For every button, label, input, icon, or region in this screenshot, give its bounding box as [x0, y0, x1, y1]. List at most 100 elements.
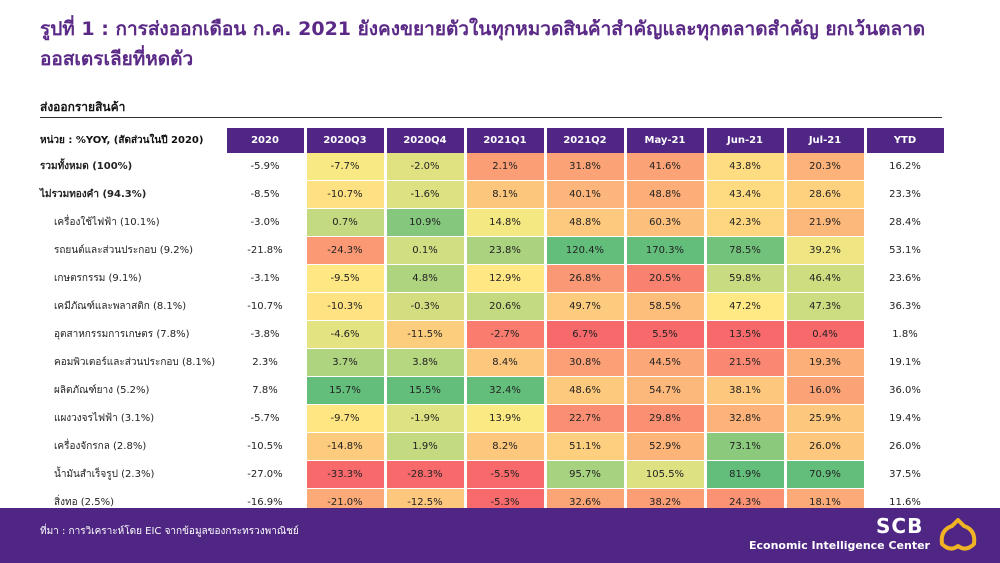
data-cell: 7.8% [225, 376, 307, 405]
data-cell: 41.6% [625, 153, 707, 181]
data-cell: 60.3% [625, 208, 707, 237]
data-cell: -9.7% [305, 404, 387, 433]
data-cell: -1.9% [385, 404, 467, 433]
footer-bar: ที่มา : การวิเคราะห์โดย EIC จากข้อมูลของ… [0, 508, 1000, 563]
data-cell: -3.0% [225, 208, 307, 237]
table-row: รวมทั้งหมด (100%) -5.9% -7.7% -2.0% 2.1% 31.8… [40, 153, 947, 181]
data-cell: 53.1% [865, 236, 947, 265]
table-row: แผงวงจรไฟฟ้า (3.1%) -5.7% -9.7% -1.9% 13.9% 2… [40, 404, 947, 433]
column-header: 2021Q1 [465, 128, 547, 153]
data-cell: -0.3% [385, 292, 467, 321]
data-cell: 59.8% [705, 264, 787, 293]
data-cell: 48.8% [545, 208, 627, 237]
row-label: รวมทั้งหมด (100%) [40, 153, 227, 181]
data-cell: 2.1% [465, 153, 547, 181]
data-cell: 54.7% [625, 376, 707, 405]
data-cell: 73.1% [705, 432, 787, 461]
data-cell: -5.7% [225, 404, 307, 433]
data-cell: 0.4% [785, 320, 867, 349]
data-cell: -11.5% [385, 320, 467, 349]
row-label: เครื่องใช้ไฟฟ้า (10.1%) [40, 208, 227, 237]
column-header: 2021Q2 [545, 128, 627, 153]
data-cell: 120.4% [545, 236, 627, 265]
data-cell: 19.3% [785, 348, 867, 377]
table-row: ผลิตภัณฑ์ยาง (5.2%) 7.8% 15.7% 15.5% 32.4% 48… [40, 376, 947, 405]
row-label: ผลิตภัณฑ์ยาง (5.2%) [40, 376, 227, 405]
column-header: May-21 [625, 128, 707, 153]
data-cell: 170.3% [625, 236, 707, 265]
data-cell: 26.0% [865, 432, 947, 461]
data-cell: -33.3% [305, 460, 387, 489]
data-cell: 47.2% [705, 292, 787, 321]
data-cell: 40.1% [545, 180, 627, 209]
table-row: อุตสาหกรรมการเกษตร (7.8%) -3.8% -4.6% -11.5… [40, 320, 947, 349]
data-cell: 25.9% [785, 404, 867, 433]
table-row: น้ำมันสำเร็จรูป (2.3%) -27.0% -33.3% -28.3%… [40, 460, 947, 489]
data-cell: 12.9% [465, 264, 547, 293]
data-cell: 39.2% [785, 236, 867, 265]
data-cell: 95.7% [545, 460, 627, 489]
data-cell: 47.3% [785, 292, 867, 321]
data-cell: 21.9% [785, 208, 867, 237]
data-cell: 46.4% [785, 264, 867, 293]
data-cell: 38.1% [705, 376, 787, 405]
data-cell: -14.8% [305, 432, 387, 461]
column-header: Jul-21 [785, 128, 867, 153]
data-cell: 32.8% [705, 404, 787, 433]
data-cell: 10.9% [385, 208, 467, 237]
data-cell: 29.8% [625, 404, 707, 433]
table-row: เครื่องใช้ไฟฟ้า (10.1%) -3.0% 0.7% 10.9% 14.… [40, 208, 947, 237]
row-label: ไม่รวมทองคำ (94.3%) [40, 180, 227, 209]
scb-logo-icon [939, 518, 977, 551]
column-header: 2020Q4 [385, 128, 467, 153]
data-cell: 48.6% [545, 376, 627, 405]
data-cell: 5.5% [625, 320, 707, 349]
data-cell: -21.8% [225, 236, 307, 265]
data-cell: 21.5% [705, 348, 787, 377]
table-subtitle: ส่งออกรายสินค้า [40, 100, 126, 114]
brand-name: SCB [876, 514, 924, 538]
data-cell: 16.0% [785, 376, 867, 405]
data-cell: -8.5% [225, 180, 307, 209]
data-cell: 58.5% [625, 292, 707, 321]
row-label: น้ำมันสำเร็จรูป (2.3%) [40, 460, 227, 489]
data-cell: 32.4% [465, 376, 547, 405]
data-cell: -28.3% [385, 460, 467, 489]
data-cell: -9.5% [305, 264, 387, 293]
brand-subtitle: Economic Intelligence Center [748, 539, 930, 552]
data-cell: 26.8% [545, 264, 627, 293]
data-cell: -10.7% [305, 180, 387, 209]
table-body: รวมทั้งหมด (100%) -5.9% -7.7% -2.0% 2.1% 31.8… [40, 153, 947, 517]
data-cell: 2.3% [225, 348, 307, 377]
row-label: เครื่องจักรกล (2.8%) [40, 432, 227, 461]
data-cell: 20.6% [465, 292, 547, 321]
table-row: เครื่องจักรกล (2.8%) -10.5% -14.8% 1.9% 8.2%… [40, 432, 947, 461]
data-cell: 51.1% [545, 432, 627, 461]
data-cell: 31.8% [545, 153, 627, 181]
data-cell: 6.7% [545, 320, 627, 349]
data-cell: 23.6% [865, 264, 947, 293]
divider [40, 117, 942, 118]
table-row: ไม่รวมทองคำ (94.3%) -8.5% -10.7% -1.6% 8.1% 4… [40, 180, 947, 209]
data-cell: -24.3% [305, 236, 387, 265]
data-cell: -10.5% [225, 432, 307, 461]
data-cell: 0.7% [305, 208, 387, 237]
data-cell: 0.1% [385, 236, 467, 265]
data-cell: -10.3% [305, 292, 387, 321]
page-title: รูปที่ 1 : การส่งออกเดือน ก.ค. 2021 ยังค… [40, 18, 926, 70]
data-cell: 23.3% [865, 180, 947, 209]
data-cell: -27.0% [225, 460, 307, 489]
data-cell: 4.8% [385, 264, 467, 293]
row-label: แผงวงจรไฟฟ้า (3.1%) [40, 404, 227, 433]
data-cell: 8.2% [465, 432, 547, 461]
data-cell: 37.5% [865, 460, 947, 489]
data-cell: 52.9% [625, 432, 707, 461]
data-cell: 70.9% [785, 460, 867, 489]
data-cell: 22.7% [545, 404, 627, 433]
data-cell: 23.8% [465, 236, 547, 265]
data-cell: 48.8% [625, 180, 707, 209]
data-cell: 8.4% [465, 348, 547, 377]
table-row: รถยนต์และส่วนประกอบ (9.2%) -21.8% -24.3% 0.… [40, 236, 947, 265]
data-cell: 28.4% [865, 208, 947, 237]
column-header: 2020 [225, 128, 307, 153]
